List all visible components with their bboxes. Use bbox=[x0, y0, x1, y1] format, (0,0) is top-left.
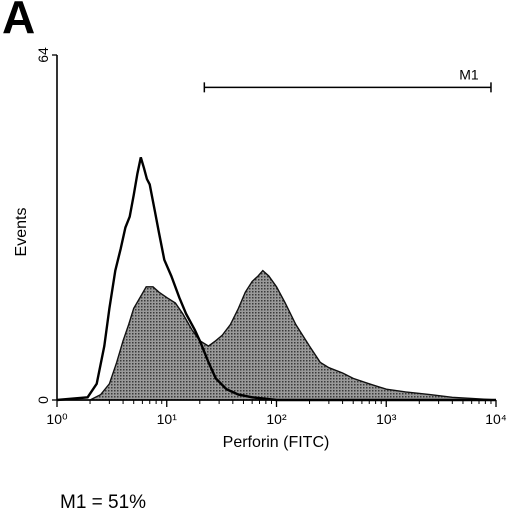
y-tick-label: 0 bbox=[35, 396, 51, 404]
marker-layer: M1 bbox=[203, 66, 492, 93]
x-tick-label: 10¹ bbox=[157, 411, 178, 427]
m1-gate-label: M1 bbox=[459, 66, 479, 82]
y-axis-label: Events bbox=[13, 208, 30, 257]
histogram-chart: 10⁰ 10¹ 10² 10³ 10⁴ 0 64 M1 Perforin (FITC) Ev… bbox=[13, 47, 507, 451]
x-tick-label: 10² bbox=[266, 411, 287, 427]
x-tick-label: 10⁰ bbox=[46, 411, 68, 427]
m1-percent-text: M1 = 51% bbox=[60, 492, 147, 513]
series-outline-histogram bbox=[56, 157, 496, 402]
y-tick-label: 64 bbox=[35, 47, 51, 63]
x-tick-label: 10⁴ bbox=[485, 411, 507, 427]
x-axis-label: Perforin (FITC) bbox=[223, 434, 330, 451]
series-filled-histogram bbox=[57, 269, 497, 401]
axes-layer: 10⁰ 10¹ 10² 10³ 10⁴ 0 64 bbox=[35, 47, 507, 427]
series-layer bbox=[56, 157, 497, 402]
x-tick-label: 10³ bbox=[376, 411, 397, 427]
panel-label: A bbox=[2, 0, 36, 43]
